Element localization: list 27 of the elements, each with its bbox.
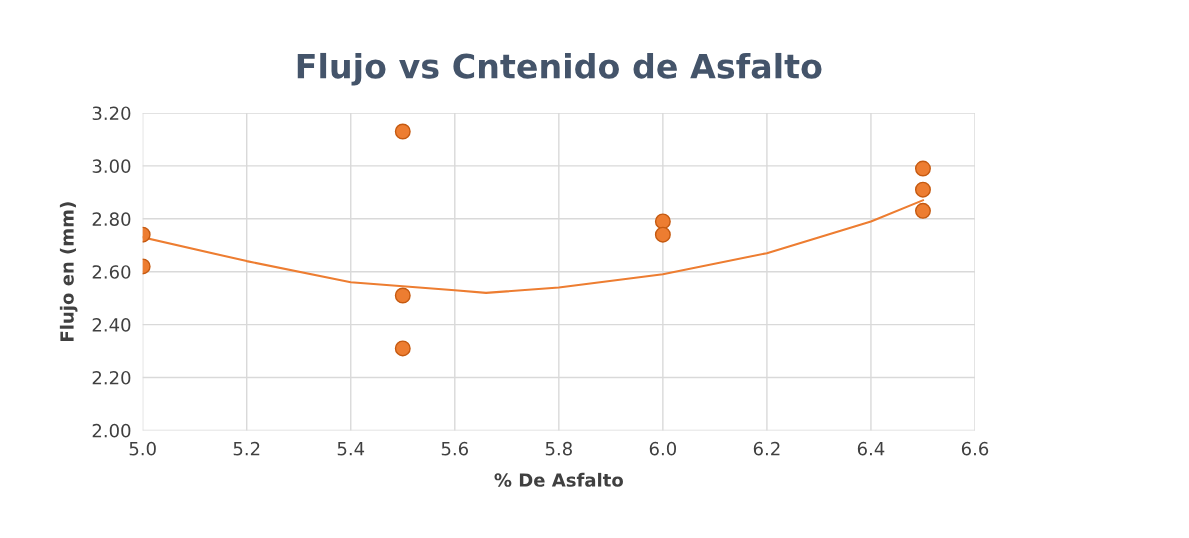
x-tick-label: 6.2: [753, 441, 780, 456]
y-tick-label: 2.40: [92, 318, 131, 332]
y-tick-label: 2.60: [92, 265, 131, 279]
x-axis-title: % De Asfalto: [494, 472, 623, 487]
x-tick-label: 6.0: [649, 441, 677, 456]
x-tick-label: 5.8: [545, 441, 572, 456]
y-tick-label: 3.00: [92, 159, 131, 173]
point: [654, 226, 671, 243]
y-tick-label: 2.00: [92, 423, 131, 438]
point: [914, 202, 931, 219]
x-tick-label: 6.6: [961, 441, 989, 456]
point: [654, 213, 671, 230]
y-axis-title: Flujo en (mm): [59, 202, 78, 341]
point: [394, 287, 411, 304]
y-tick-label: 2.20: [92, 370, 131, 385]
x-tick-label: 5.0: [129, 441, 156, 456]
y-tick-label: 2.80: [92, 212, 131, 226]
x-tick-label: 5.4: [337, 442, 365, 456]
point: [914, 181, 931, 198]
x-tick-label: 5.6: [441, 441, 469, 456]
point: [394, 340, 411, 357]
point: [394, 123, 411, 140]
chart-title: Flujo vs Cntenido de Asfalto: [297, 52, 822, 86]
x-tick-label: 5.2: [233, 441, 260, 456]
point: [914, 160, 931, 177]
y-tick-label: 3.20: [92, 106, 131, 121]
x-tick-label: 6.4: [857, 441, 885, 456]
